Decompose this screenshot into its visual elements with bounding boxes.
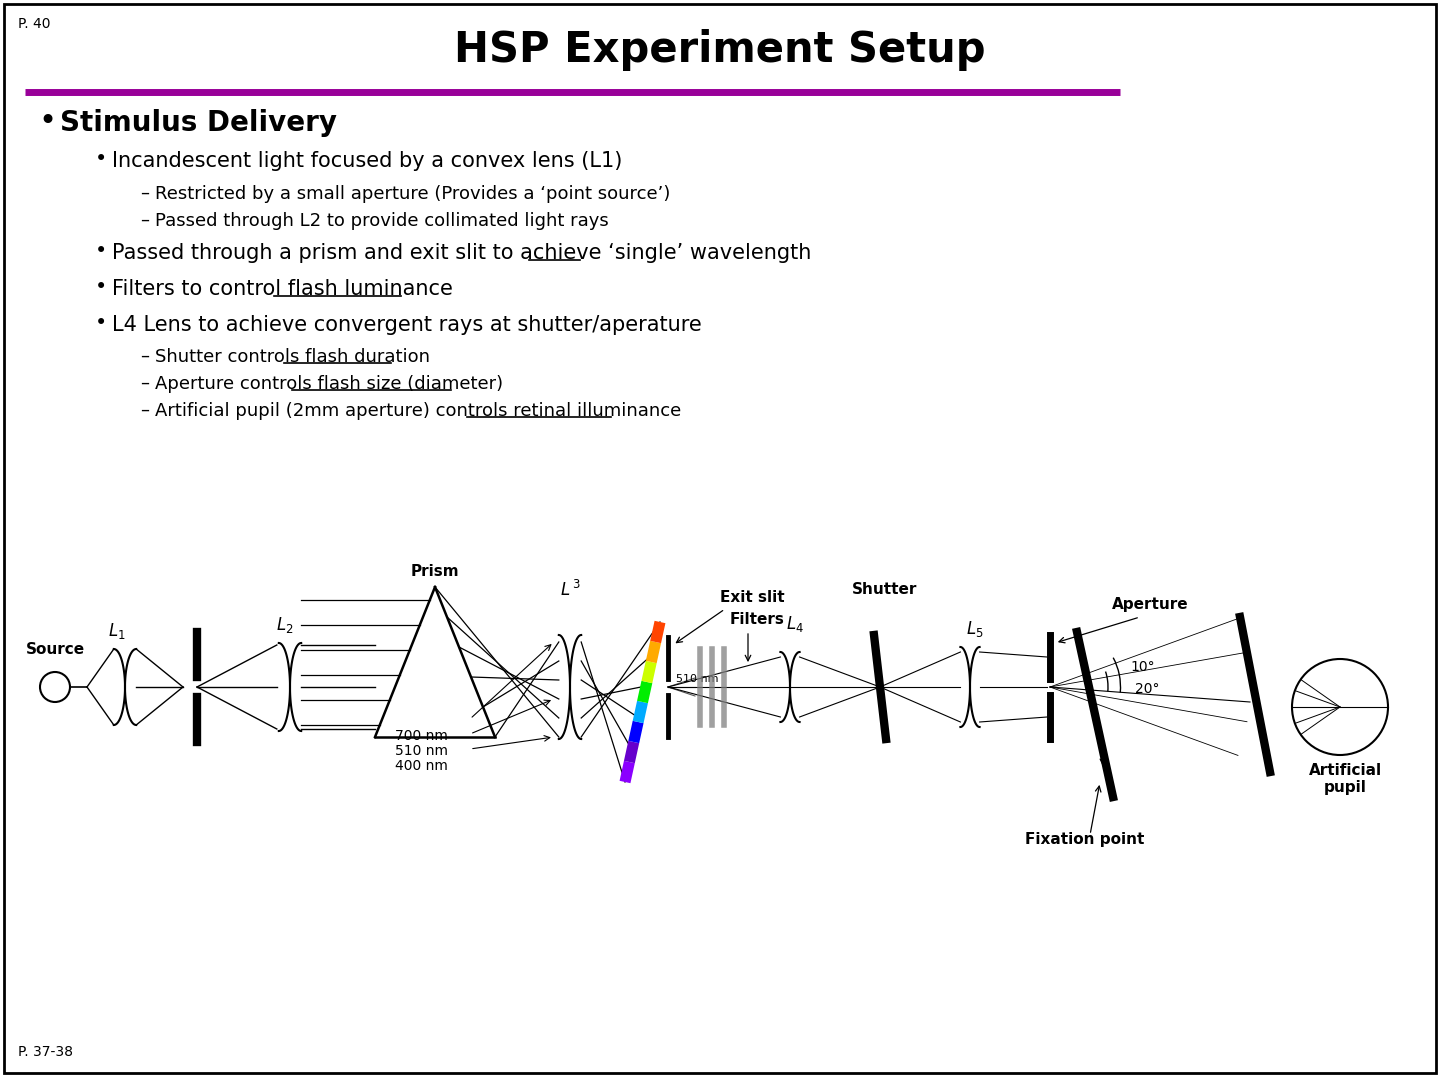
Text: Shutter: Shutter (852, 582, 917, 597)
Text: Fixation point: Fixation point (1025, 833, 1145, 847)
Text: Filters: Filters (730, 612, 785, 627)
Text: •: • (37, 107, 56, 136)
Text: Passed through L2 to provide collimated light rays: Passed through L2 to provide collimated … (156, 212, 609, 230)
Text: Filters to control flash luminance: Filters to control flash luminance (112, 279, 452, 299)
Text: 10°: 10° (1130, 660, 1155, 674)
Text: $L_4$: $L_4$ (786, 614, 804, 634)
Text: –: – (140, 401, 148, 419)
Text: •: • (95, 241, 107, 261)
Text: Artificial pupil (2mm aperture) controls retinal illuminance: Artificial pupil (2mm aperture) controls… (156, 402, 681, 420)
Text: Passed through a prism and exit slit to achieve ‘single’ wavelength: Passed through a prism and exit slit to … (112, 243, 811, 263)
Text: Shutter controls flash duration: Shutter controls flash duration (156, 348, 431, 366)
Text: Source: Source (26, 642, 85, 657)
Text: 400 nm: 400 nm (395, 759, 448, 773)
Text: $L_2$: $L_2$ (276, 615, 294, 635)
Text: 20°: 20° (1135, 682, 1159, 696)
Text: Aperture controls flash size (diameter): Aperture controls flash size (diameter) (156, 375, 503, 393)
Text: $L^{\,3}$: $L^{\,3}$ (560, 579, 580, 600)
Text: Incandescent light focused by a convex lens (L1): Incandescent light focused by a convex l… (112, 151, 622, 171)
Text: –: – (140, 184, 148, 202)
Text: Prism: Prism (410, 564, 459, 579)
Text: Stimulus Delivery: Stimulus Delivery (60, 109, 337, 137)
Text: L4 Lens to achieve convergent rays at shutter/aperature: L4 Lens to achieve convergent rays at sh… (112, 314, 701, 335)
Text: Aperture: Aperture (1112, 597, 1188, 612)
Text: $L_5$: $L_5$ (966, 619, 984, 639)
Text: Exit slit: Exit slit (720, 590, 785, 605)
Text: Restricted by a small aperture (Provides a ‘point source’): Restricted by a small aperture (Provides… (156, 185, 671, 202)
Text: P. 37-38: P. 37-38 (17, 1045, 73, 1059)
Text: –: – (140, 347, 148, 365)
Text: HSP Experiment Setup: HSP Experiment Setup (454, 29, 986, 71)
Text: •: • (95, 149, 107, 169)
Text: P. 40: P. 40 (17, 17, 50, 31)
Text: –: – (140, 211, 148, 229)
Text: 510 nm: 510 nm (675, 674, 719, 684)
Text: Artificial
pupil: Artificial pupil (1309, 763, 1381, 796)
Text: $L_1$: $L_1$ (108, 621, 125, 641)
Text: –: – (140, 374, 148, 392)
Text: •: • (95, 313, 107, 333)
Text: 700 nm: 700 nm (395, 729, 448, 743)
Text: •: • (95, 277, 107, 297)
Text: 510 nm: 510 nm (395, 744, 448, 758)
